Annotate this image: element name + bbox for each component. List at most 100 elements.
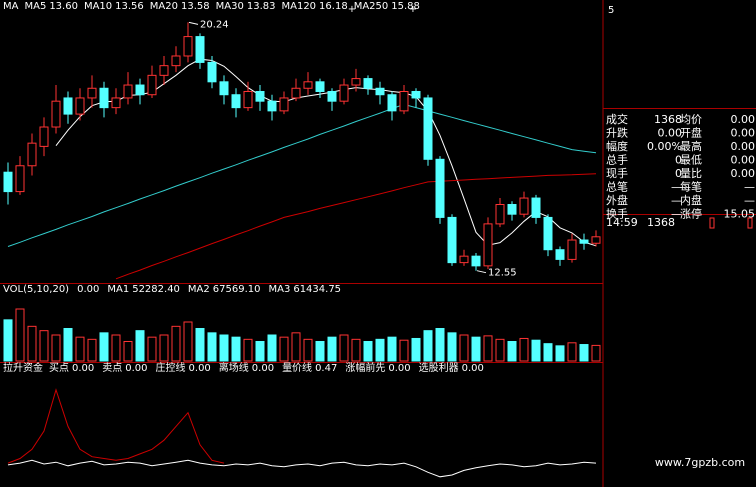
volume-bar: [327, 336, 337, 362]
low-label: 12.55: [488, 268, 517, 279]
legend-text: MA20: [150, 1, 178, 12]
candle-body: [231, 94, 241, 109]
candle-body: [291, 87, 301, 99]
legend-text: MA250: [354, 1, 389, 12]
legend-text: 0.00: [72, 363, 94, 374]
candle-body: [483, 223, 493, 267]
candle-body: [255, 90, 265, 102]
candle-body: [471, 255, 481, 267]
volume-bar: [219, 334, 229, 362]
volume-bar: [303, 338, 313, 362]
volume-bar: [99, 332, 109, 362]
volume-bar: [531, 339, 541, 362]
ma-line: [55, 58, 597, 247]
volume-bar: [231, 336, 241, 362]
candle-body: [507, 204, 517, 215]
volume-bar: [351, 338, 361, 362]
candle-body: [495, 204, 505, 225]
legend-text: 13.60: [49, 1, 78, 12]
candle-body: [387, 94, 397, 112]
indicator-line: [7, 459, 597, 478]
volume-bar: [567, 342, 577, 362]
legend-text: 16.18: [319, 1, 348, 12]
volume-bar: [291, 332, 301, 362]
candle-body: [219, 81, 229, 96]
legend-text: 拉升资金: [3, 361, 43, 374]
quote-label: 总手: [606, 153, 628, 167]
legend-text: 52282.40: [132, 284, 180, 295]
legend-text: MA3: [268, 284, 290, 295]
high-label: 20.24: [200, 19, 229, 30]
candle-body: [531, 197, 541, 218]
legend-text: 13.83: [247, 1, 276, 12]
volume-bar: [3, 319, 13, 362]
volume-bar: [171, 325, 181, 362]
candle-body: [183, 36, 193, 57]
quote-label: 现手: [606, 166, 628, 180]
candle-body: [87, 87, 97, 99]
legend-text: 13.58: [181, 1, 210, 12]
volume-bar: [207, 332, 217, 362]
ma-line: [115, 173, 597, 280]
candle-body: [123, 84, 133, 99]
legend-text: 买点: [49, 362, 69, 374]
quote-label: 总笔: [606, 180, 628, 194]
quote-value: —: [671, 208, 682, 221]
legend-text: 15.88: [391, 1, 420, 12]
quote-value: 0.00: [731, 154, 756, 167]
volume-bar: [75, 336, 85, 362]
marker: +: [348, 4, 356, 15]
volume-bar: [507, 341, 517, 362]
indicator-line: [7, 388, 225, 464]
legend-text: 涨幅前先: [345, 361, 385, 374]
legend-text: MA: [3, 1, 19, 12]
candle-body: [279, 97, 289, 112]
quote-label: 换手: [606, 207, 628, 221]
legend-text: 0.00: [77, 284, 99, 295]
legend-text: 0.00: [189, 363, 211, 374]
candle-body: [207, 61, 217, 83]
legend-text: 0.00: [388, 363, 410, 374]
volume-bar: [87, 338, 97, 362]
volume-bar: [495, 338, 505, 362]
quote-value: 0.00: [731, 167, 756, 180]
marker: +: [409, 4, 417, 15]
quote-box: [709, 217, 715, 229]
volume-bar: [363, 341, 373, 362]
volume-bar: [123, 341, 133, 362]
candle-body: [339, 84, 349, 102]
volume-bar: [555, 345, 565, 362]
quote-label: 成交: [606, 112, 628, 126]
volume-bar: [447, 332, 457, 362]
legend-text: 67569.10: [213, 284, 261, 295]
candle-body: [435, 158, 445, 218]
candle-body: [459, 255, 469, 264]
quote-box: [747, 217, 753, 229]
legend-text: 0.00: [125, 363, 147, 374]
candle-body: [315, 81, 325, 92]
quote-value: —: [744, 194, 755, 207]
volume-bar: [147, 336, 157, 362]
candle-body: [375, 87, 385, 96]
candle-body: [27, 142, 37, 167]
candle-body: [579, 239, 589, 244]
volume-bar: [387, 336, 397, 362]
quote-label: 涨停: [680, 207, 702, 221]
volume-bar: [195, 328, 205, 362]
quote-value: 0.00: [731, 127, 756, 140]
volume-bar: [279, 336, 289, 362]
candle-body: [267, 100, 277, 112]
candle-body: [135, 84, 145, 96]
volume-bar: [159, 334, 169, 362]
volume-bar: [243, 338, 253, 362]
volume-bar: [471, 336, 481, 362]
volume-bar: [111, 334, 121, 362]
candle-body: [3, 171, 13, 193]
quote-label: 内盘: [680, 193, 702, 207]
quote-top: 5: [608, 5, 614, 16]
volume-bar: [579, 344, 589, 362]
legend-text: MA5: [24, 1, 46, 12]
volume-bar: [423, 330, 433, 362]
candle-body: [111, 97, 121, 109]
quote-value: 0.00: [658, 127, 683, 140]
